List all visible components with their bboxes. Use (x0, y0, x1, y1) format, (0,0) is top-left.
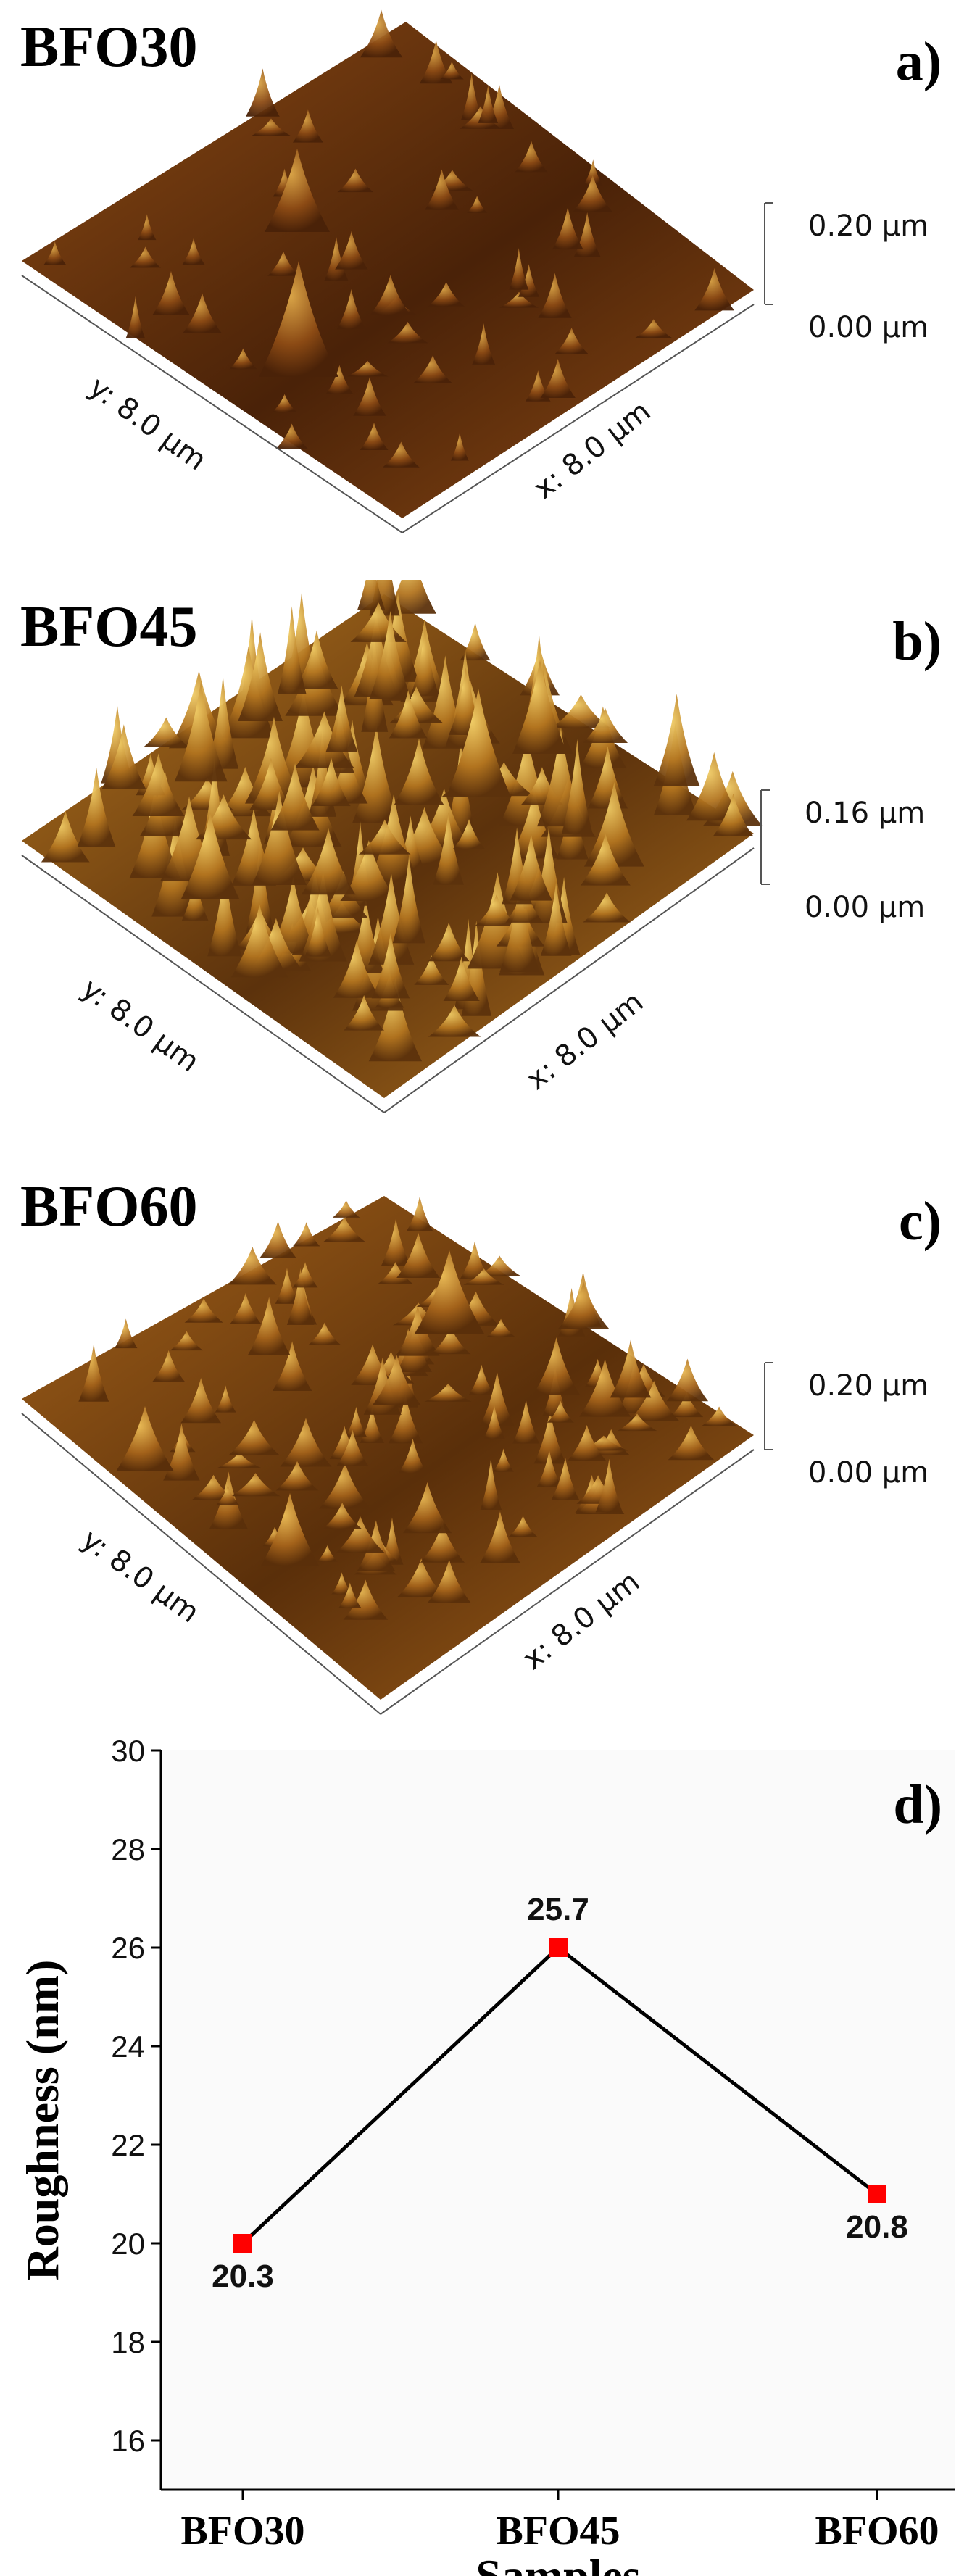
afm-panel-bfo60: 0.20 µm 0.00 µm y: 8.0 µm x: 8.0 µm BFO60 c… (0, 1160, 972, 1736)
y-tick-label: 28 (111, 1832, 145, 1866)
afm-surface-c: 0.20 µm0.00 µmy: 8.0 µm x: 8.0 µm (21, 1196, 929, 1715)
data-point-marker (549, 1938, 568, 1957)
roughness-chart: 16 18 20 22 24 26 28 30 BFO30 BFO45 BFO60 20.3 25.7 2… (0, 1736, 972, 2576)
z-scale-bottom-label: 0.00 µm (808, 1456, 929, 1489)
sample-label: BFO60 (20, 1175, 198, 1239)
z-scale-bottom-label: 0.00 µm (808, 311, 929, 344)
x-axis-title: Samples (475, 2550, 641, 2576)
panel-letter: b) (892, 611, 942, 672)
z-scale-bottom-label: 0.00 µm (805, 891, 925, 924)
y-axis-label: y: 8.0 µm (75, 1523, 205, 1630)
afm-panel-bfo30: 0.20 µm 0.00 µm y: 8.0 µm x: 8.0 µm BFO30 a… (0, 0, 972, 580)
y-tick-label: 16 (111, 2424, 145, 2458)
plot-area (161, 1750, 955, 2490)
data-label: 25.7 (527, 1892, 589, 1927)
panel-letter: c) (898, 1191, 942, 1252)
y-axis-label: y: 8.0 µm (75, 972, 205, 1079)
afm-panel-bfo45: 0.16 µm 0.00 µm y: 8.0 µm x: 8.0 µm BFO45 b… (0, 580, 972, 1160)
x-tick-label: BFO45 (496, 2509, 620, 2554)
afm-surface-a: 0.20 µm0.00 µmy: 8.0 µm x: 8.0 µm (21, 9, 929, 533)
z-scale-top-label: 0.20 µm (808, 1369, 929, 1403)
y-tick-label: 18 (111, 2325, 145, 2359)
y-axis-label: y: 8.0 µm (83, 370, 212, 478)
afm-surface (22, 22, 754, 518)
data-point-marker (233, 2234, 252, 2253)
sample-label: BFO30 (20, 15, 198, 79)
x-tick-label: BFO60 (815, 2509, 939, 2554)
panel-letter: d) (893, 1774, 942, 1835)
y-tick-label: 26 (111, 1931, 145, 1965)
roughness-chart-svg: 16 18 20 22 24 26 28 30 BFO30 BFO45 BFO60 20.3 25.7 2… (17, 1736, 955, 2576)
y-tick-label: 30 (111, 1736, 145, 1768)
data-label: 20.8 (846, 2209, 908, 2245)
y-axis-title: Roughness (nm) (17, 1960, 68, 2281)
y-tick-label: 20 (111, 2227, 145, 2261)
y-tick-label: 22 (111, 2128, 145, 2162)
afm-surface-b: 0.16 µm0.00 µmy: 8.0 µm x: 8.0 µm (21, 580, 925, 1113)
panel-letter: a) (895, 31, 942, 92)
y-tick-label: 24 (111, 2029, 145, 2064)
data-point-marker (868, 2185, 886, 2203)
z-scale-top-label: 0.20 µm (808, 209, 929, 243)
x-tick-label: BFO30 (180, 2509, 304, 2554)
sample-label: BFO45 (20, 595, 198, 659)
z-scale-top-label: 0.16 µm (805, 797, 925, 830)
data-label: 20.3 (212, 2259, 274, 2294)
